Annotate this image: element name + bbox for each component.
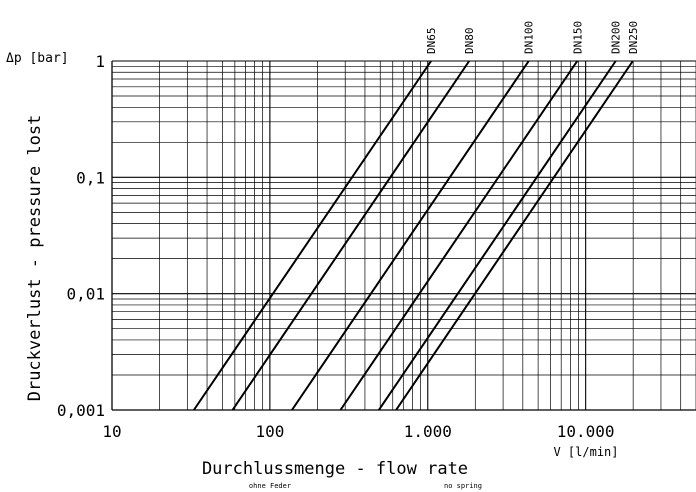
x-axis-label: Durchlussmenge - flow rate	[202, 459, 468, 479]
x-sublabel-no-spring: no spring	[444, 482, 482, 490]
x-unit-label: V [l/min]	[553, 445, 618, 459]
x-tick-label: 100	[255, 422, 284, 441]
series-line-dn250	[395, 60, 634, 411]
series-label-dn150: DN150	[571, 21, 584, 54]
tick-labels: 10 100 1.000 10.000 1 0,1 0,01 0,001	[57, 52, 615, 441]
x-tick-label: 10.000	[557, 422, 615, 441]
y-tick-label: 1	[95, 52, 105, 71]
series-lines	[193, 60, 634, 411]
y-axis-label: Druckverlust - pressure lost	[25, 115, 45, 402]
series-label-dn65: DN65	[425, 28, 438, 55]
grid	[111, 60, 696, 411]
series-line-dn200	[378, 60, 617, 411]
series-line-dn100	[291, 60, 530, 411]
series-labels: DN65 DN80 DN100 DN150 DN200 DN250	[425, 21, 640, 54]
y-tick-label: 0,1	[76, 168, 105, 187]
series-label-dn250: DN250	[627, 21, 640, 54]
series-label-dn100: DN100	[523, 21, 536, 54]
series-label-dn200: DN200	[610, 21, 623, 54]
series-line-dn150	[339, 60, 579, 411]
series-line-dn65	[193, 60, 432, 411]
x-tick-label: 1.000	[404, 422, 452, 441]
series-label-dn80: DN80	[463, 28, 476, 55]
y-tick-label: 0,001	[57, 401, 105, 420]
y-tick-label: 0,01	[66, 285, 105, 304]
x-sublabel-ohne-feder: ohne Feder	[249, 482, 291, 490]
y-unit-label: Δp [bar]	[6, 51, 69, 66]
series-line-dn80	[231, 60, 471, 411]
x-tick-label: 10	[102, 422, 121, 441]
